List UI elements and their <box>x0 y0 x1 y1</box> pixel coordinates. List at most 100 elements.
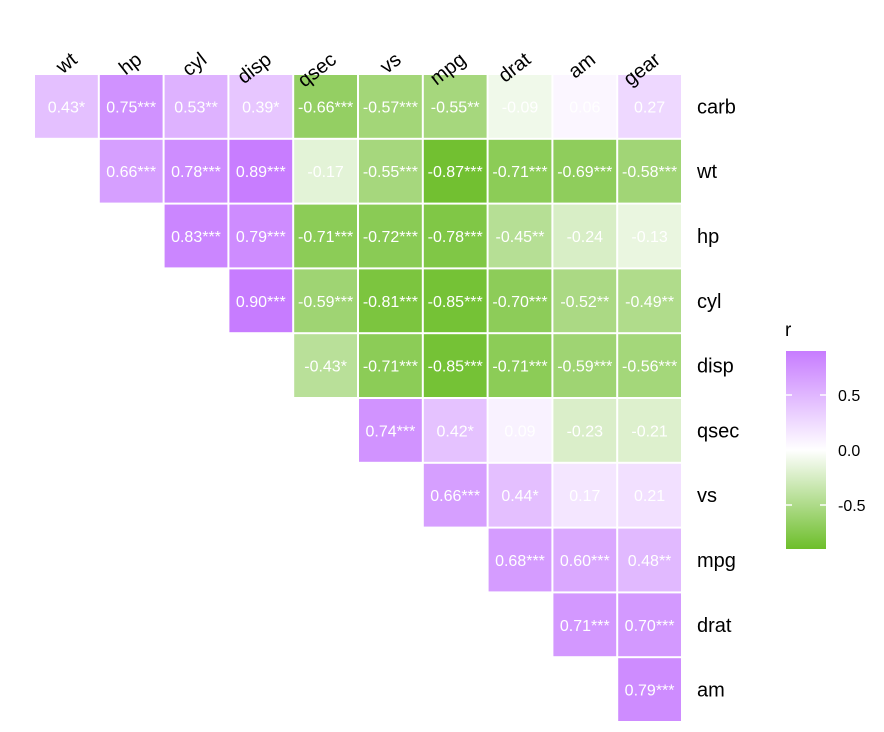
legend-title: r <box>785 320 792 341</box>
heatmap-cell: -0.78*** <box>423 204 487 268</box>
heatmap-cell-fill <box>618 75 681 138</box>
heatmap-cell-fill <box>618 204 681 268</box>
heatmap-cell: -0.17 <box>294 139 357 203</box>
heatmap-cell-label: -0.58*** <box>622 164 677 181</box>
heatmap-cell-fill <box>423 463 487 527</box>
heatmap-cell-fill <box>294 204 357 268</box>
heatmap-cell: -0.71*** <box>488 334 552 397</box>
heatmap-cell: 0.27 <box>618 75 681 138</box>
heatmap-cell-label: -0.71*** <box>492 164 547 181</box>
heatmap-cell-fill <box>488 463 552 527</box>
legend-tick-label: 0.5 <box>838 388 860 405</box>
heatmap-cell-label: -0.55** <box>431 99 480 116</box>
heatmap-cell-label: 0.66*** <box>106 164 156 181</box>
heatmap-cell: 0.83*** <box>164 204 228 268</box>
heatmap-cells: 0.43* 0.75*** 0.53** 0.39* -0.66*** -0.57*** -… <box>35 75 681 721</box>
heatmap-cell: 0.68*** <box>488 528 552 592</box>
heatmap-cell-fill <box>229 139 293 203</box>
heatmap-cell: 0.79*** <box>618 658 681 721</box>
heatmap-cell-label: 0.90*** <box>236 294 286 311</box>
heatmap-cell-fill <box>488 139 552 203</box>
heatmap-cell: -0.43* <box>294 334 357 397</box>
heatmap-cell-fill <box>553 204 617 268</box>
heatmap-cell: -0.57*** <box>359 75 422 138</box>
heatmap-cell-label: 0.89*** <box>236 164 286 181</box>
heatmap-cell-label: 0.09 <box>504 423 535 440</box>
heatmap-cell-fill <box>99 75 163 138</box>
y-axis-tick-label: vs <box>697 485 717 507</box>
heatmap-cell: -0.13 <box>618 204 681 268</box>
heatmap-cell-label: -0.70*** <box>492 294 547 311</box>
heatmap-cell: -0.71*** <box>294 204 357 268</box>
heatmap-cell: -0.52** <box>553 269 617 333</box>
heatmap-cell-fill <box>294 269 357 333</box>
heatmap-cell-label: 0.60*** <box>560 553 610 570</box>
heatmap-cell-fill <box>359 139 422 203</box>
heatmap-cell: 0.53** <box>164 75 228 138</box>
heatmap-cell-label: 0.21 <box>634 488 665 505</box>
legend: r 0.5 0.0 -0.5 <box>785 320 866 549</box>
heatmap-cell-label: 0.39* <box>242 99 279 116</box>
heatmap-cell-fill <box>359 269 422 333</box>
heatmap-cell-fill <box>229 204 293 268</box>
heatmap-cell-label: 0.43* <box>48 99 85 116</box>
heatmap-cell: -0.23 <box>553 399 617 462</box>
heatmap-cell-label: -0.17 <box>307 164 344 181</box>
heatmap-cell: -0.87*** <box>423 139 487 203</box>
heatmap-cell: 0.66*** <box>423 463 487 527</box>
heatmap-cell-label: 0.71*** <box>560 618 610 635</box>
heatmap-cell-fill <box>359 399 422 462</box>
heatmap-cell-fill <box>359 75 422 138</box>
heatmap-cell-label: 0.70*** <box>625 618 675 635</box>
heatmap-cell-label: -0.09 <box>502 99 539 116</box>
heatmap-cell-label: 0.83*** <box>171 229 221 246</box>
heatmap-cell-label: -0.66*** <box>298 99 353 116</box>
heatmap-cell: 0.71*** <box>553 593 617 657</box>
heatmap-cell-fill <box>618 139 681 203</box>
heatmap-cell-label: -0.78*** <box>428 229 483 246</box>
heatmap-cell-label: -0.59*** <box>557 359 612 376</box>
heatmap-cell: 0.90*** <box>229 269 293 333</box>
heatmap-cell: -0.66*** <box>294 75 357 138</box>
heatmap-cell-label: -0.85*** <box>428 294 483 311</box>
heatmap-cell-fill <box>488 528 552 592</box>
heatmap-cell-label: 0.79*** <box>625 683 675 700</box>
heatmap-cell-fill <box>618 658 681 721</box>
y-axis-tick-label: carb <box>697 96 736 118</box>
heatmap-cell-fill <box>35 75 98 138</box>
heatmap-cell-label: -0.23 <box>567 423 604 440</box>
heatmap-cell-label: 0.42* <box>437 423 474 440</box>
heatmap-cell-fill <box>488 399 552 462</box>
heatmap-cell-label: -0.71*** <box>363 359 418 376</box>
x-axis-tick-label: hp <box>115 49 146 80</box>
heatmap-cell-label: -0.55*** <box>363 164 418 181</box>
heatmap-cell-label: -0.71*** <box>492 359 547 376</box>
heatmap-cell-label: -0.87*** <box>428 164 483 181</box>
heatmap-cell: 0.44* <box>488 463 552 527</box>
x-axis-tick-label: vs <box>376 49 405 79</box>
y-axis-tick-label: hp <box>697 226 719 248</box>
heatmap-cell-fill <box>618 528 681 592</box>
heatmap-cell: -0.59*** <box>553 334 617 397</box>
heatmap-cell: -0.71*** <box>359 334 422 397</box>
heatmap-cell-fill <box>553 399 617 462</box>
heatmap-cell-fill <box>488 204 552 268</box>
y-axis-tick-label: drat <box>697 615 732 637</box>
heatmap-cell: 0.09 <box>488 399 552 462</box>
heatmap-cell: 0.17 <box>553 463 617 527</box>
heatmap-cell: -0.69*** <box>553 139 617 203</box>
heatmap-cell-label: -0.59*** <box>298 294 353 311</box>
heatmap-cell: -0.81*** <box>359 269 422 333</box>
y-axis-tick-label: disp <box>697 356 734 378</box>
heatmap-cell: -0.45** <box>488 204 552 268</box>
heatmap-cell: 0.89*** <box>229 139 293 203</box>
heatmap-cell-fill <box>229 75 293 138</box>
heatmap-cell: 0.78*** <box>164 139 228 203</box>
heatmap-cell-fill <box>553 463 617 527</box>
y-axis-tick-label: wt <box>696 161 717 183</box>
y-axis-tick-label: cyl <box>697 291 721 313</box>
y-axis-tick-label: am <box>697 680 725 702</box>
heatmap-cell-label: 0.53** <box>174 99 218 116</box>
heatmap-cell-fill <box>618 269 681 333</box>
heatmap-cell-label: 0.48** <box>628 553 672 570</box>
